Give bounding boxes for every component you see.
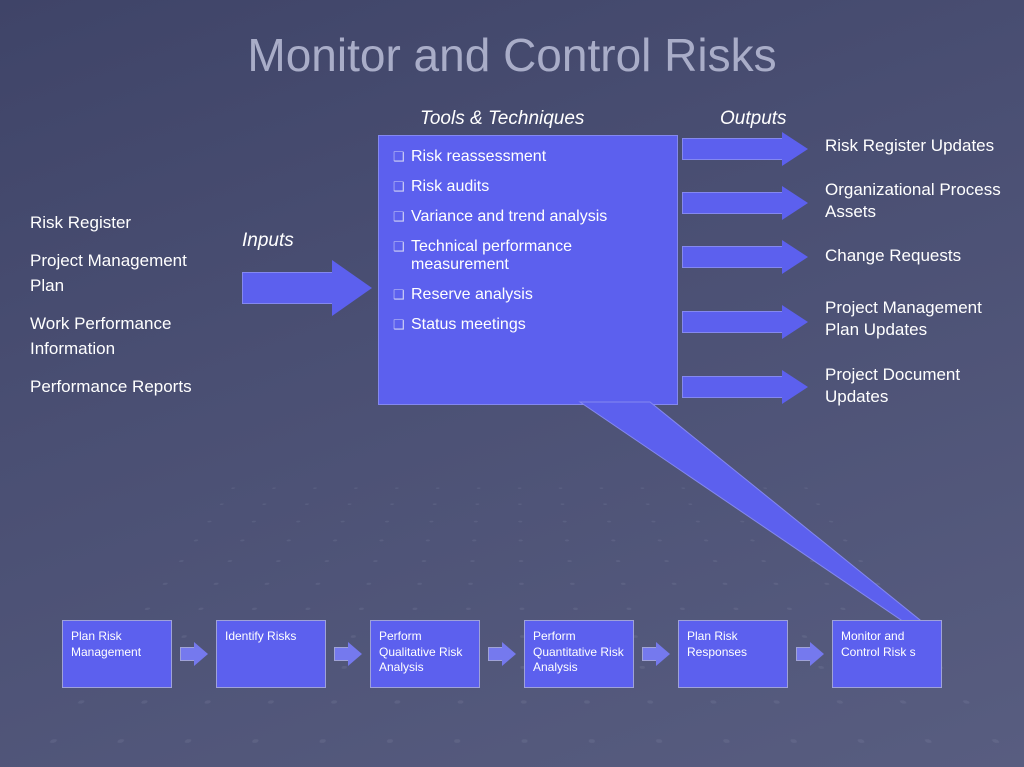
output-arrow [682, 186, 808, 220]
output-item: Project Document Updates [825, 364, 1015, 408]
output-item: Change Requests [825, 245, 1015, 267]
tool-item: Risk reassessment [393, 148, 663, 166]
output-arrow [682, 132, 808, 166]
callout-tail [560, 400, 930, 630]
output-item: Risk Register Updates [825, 135, 1015, 157]
output-item: Organizational Process Assets [825, 179, 1015, 223]
process-step: Plan Risk Responses [678, 620, 788, 688]
tools-header: Tools & Techniques [420, 108, 584, 130]
process-step: Identify Risks [216, 620, 326, 688]
output-item: Project Management Plan Updates [825, 297, 1015, 341]
process-arrow [334, 642, 362, 666]
output-arrow [682, 370, 808, 404]
process-arrow [642, 642, 670, 666]
outputs-list: Risk Register Updates Organizational Pro… [825, 135, 1015, 430]
tool-item: Risk audits [393, 178, 663, 196]
process-flow: Plan Risk Management Identify Risks Perf… [62, 620, 942, 688]
process-step: Monitor and Control Risk s [832, 620, 942, 688]
process-step: Perform Qualitative Risk Analysis [370, 620, 480, 688]
inputs-arrow [242, 260, 372, 316]
outputs-header: Outputs [720, 108, 787, 130]
input-item: Work Performance Information [30, 311, 210, 362]
output-arrow [682, 240, 808, 274]
tool-item: Variance and trend analysis [393, 208, 663, 226]
input-item: Project Management Plan [30, 248, 210, 299]
process-arrow [180, 642, 208, 666]
process-arrow [796, 642, 824, 666]
input-item: Performance Reports [30, 374, 210, 400]
process-step: Perform Quantitative Risk Analysis [524, 620, 634, 688]
inputs-header: Inputs [242, 230, 294, 252]
input-item: Risk Register [30, 210, 210, 236]
tools-box: Risk reassessment Risk audits Variance a… [378, 135, 678, 405]
tool-item: Status meetings [393, 316, 663, 334]
tool-item: Technical performance measurement [393, 238, 663, 274]
page-title: Monitor and Control Risks [0, 28, 1024, 82]
output-arrow [682, 305, 808, 339]
inputs-list: Risk Register Project Management Plan Wo… [30, 210, 210, 411]
process-arrow [488, 642, 516, 666]
tool-item: Reserve analysis [393, 286, 663, 304]
process-step: Plan Risk Management [62, 620, 172, 688]
